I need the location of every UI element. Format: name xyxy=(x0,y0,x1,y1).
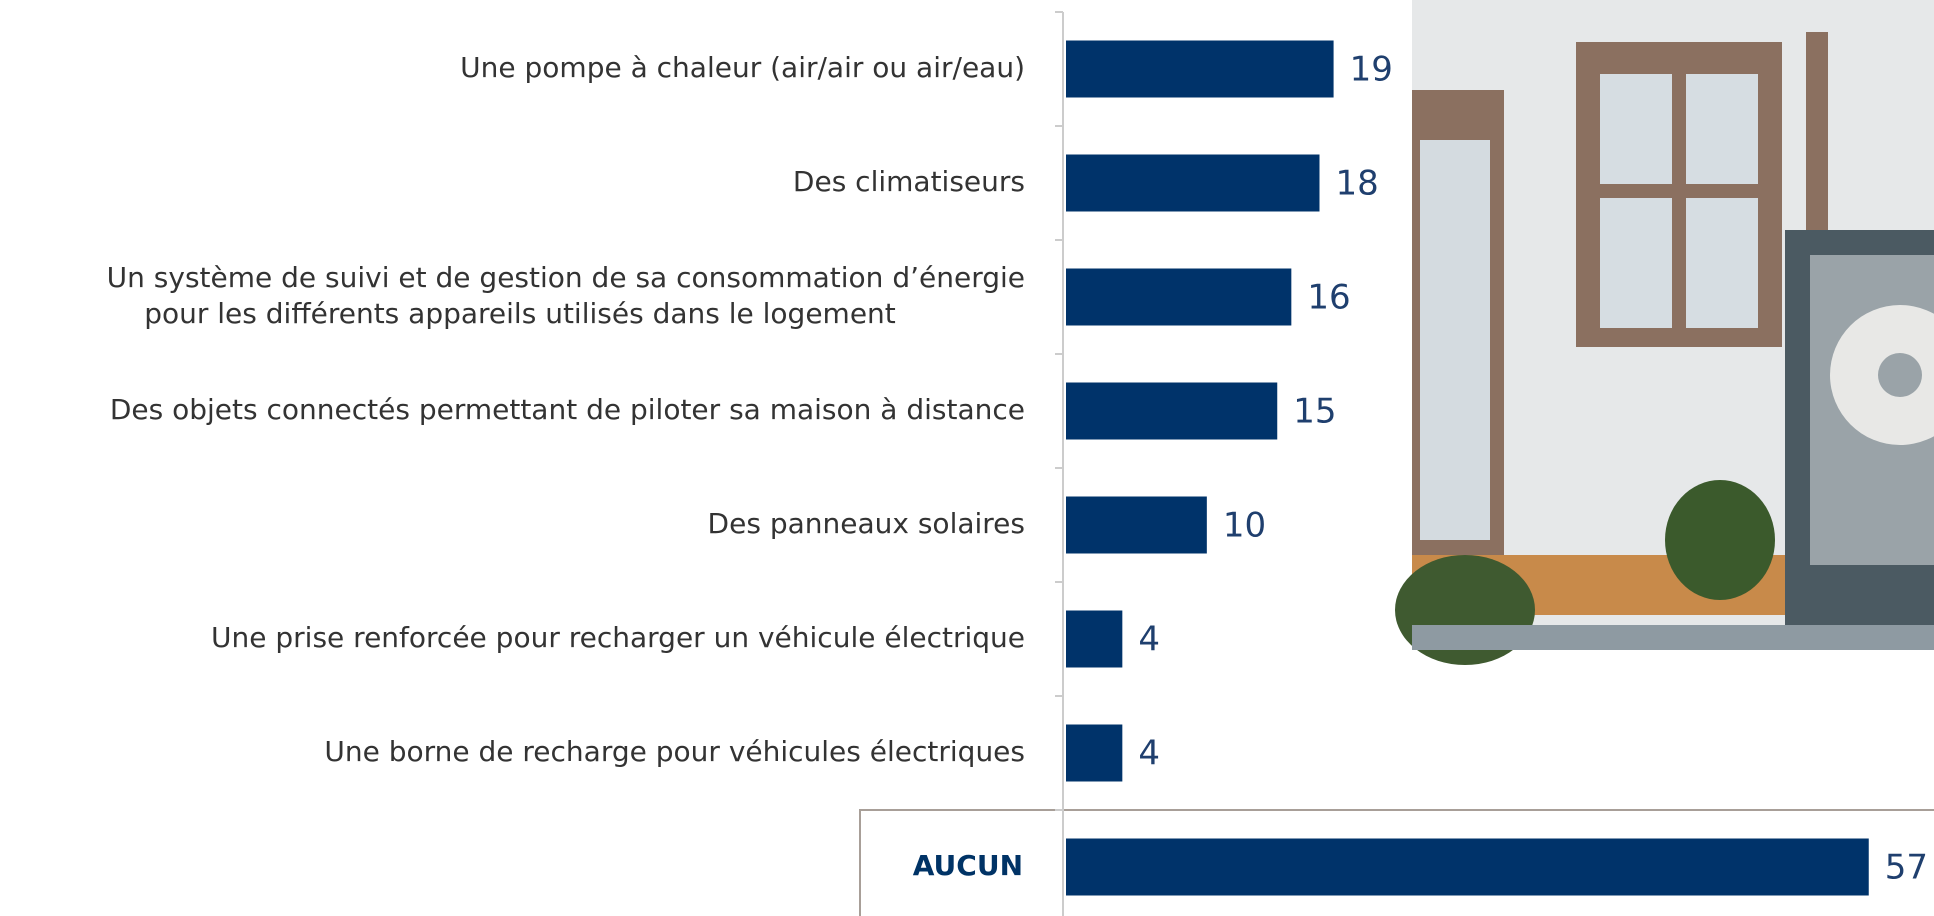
value-label: 15 xyxy=(1293,392,1336,432)
bar xyxy=(1066,382,1278,440)
value-label: 19 xyxy=(1350,50,1393,90)
window-glass xyxy=(1600,74,1672,184)
window-glass xyxy=(1686,74,1758,184)
category-label: Des panneaux solaires xyxy=(708,507,1025,540)
bar xyxy=(1066,724,1123,782)
value-label: 10 xyxy=(1223,506,1266,546)
category-label: AUCUN xyxy=(913,849,1023,882)
category-label: Des objets connectés permettant de pilot… xyxy=(110,393,1025,426)
highlight-box xyxy=(859,809,1934,916)
bar xyxy=(1066,40,1334,98)
category-label: Des climatiseurs xyxy=(793,165,1025,198)
heat-pump-hub xyxy=(1878,353,1922,397)
window-frame xyxy=(1806,32,1828,282)
photo xyxy=(1395,0,1934,665)
bar xyxy=(1066,838,1869,896)
category-label: Une prise renforcée pour recharger un vé… xyxy=(211,621,1025,654)
window-glass xyxy=(1686,198,1758,328)
category-label: pour les différents appareils utilisés d… xyxy=(144,297,896,330)
bar xyxy=(1066,268,1292,326)
curb xyxy=(1412,625,1934,650)
category-label: Une borne de recharge pour véhicules éle… xyxy=(324,735,1025,768)
bar xyxy=(1066,496,1207,554)
bar xyxy=(1066,154,1320,212)
window-glass xyxy=(1420,140,1490,540)
category-label: Une pompe à chaleur (air/air ou air/eau) xyxy=(460,51,1025,84)
value-label: 57 xyxy=(1885,848,1928,888)
value-label: 4 xyxy=(1138,734,1160,774)
category-label: Un système de suivi et de gestion de sa … xyxy=(107,261,1025,294)
window-glass xyxy=(1600,198,1672,328)
bar xyxy=(1066,610,1123,668)
value-label: 16 xyxy=(1307,278,1350,318)
value-label: 18 xyxy=(1336,164,1379,204)
value-label: 4 xyxy=(1138,620,1160,660)
plant xyxy=(1665,480,1775,600)
